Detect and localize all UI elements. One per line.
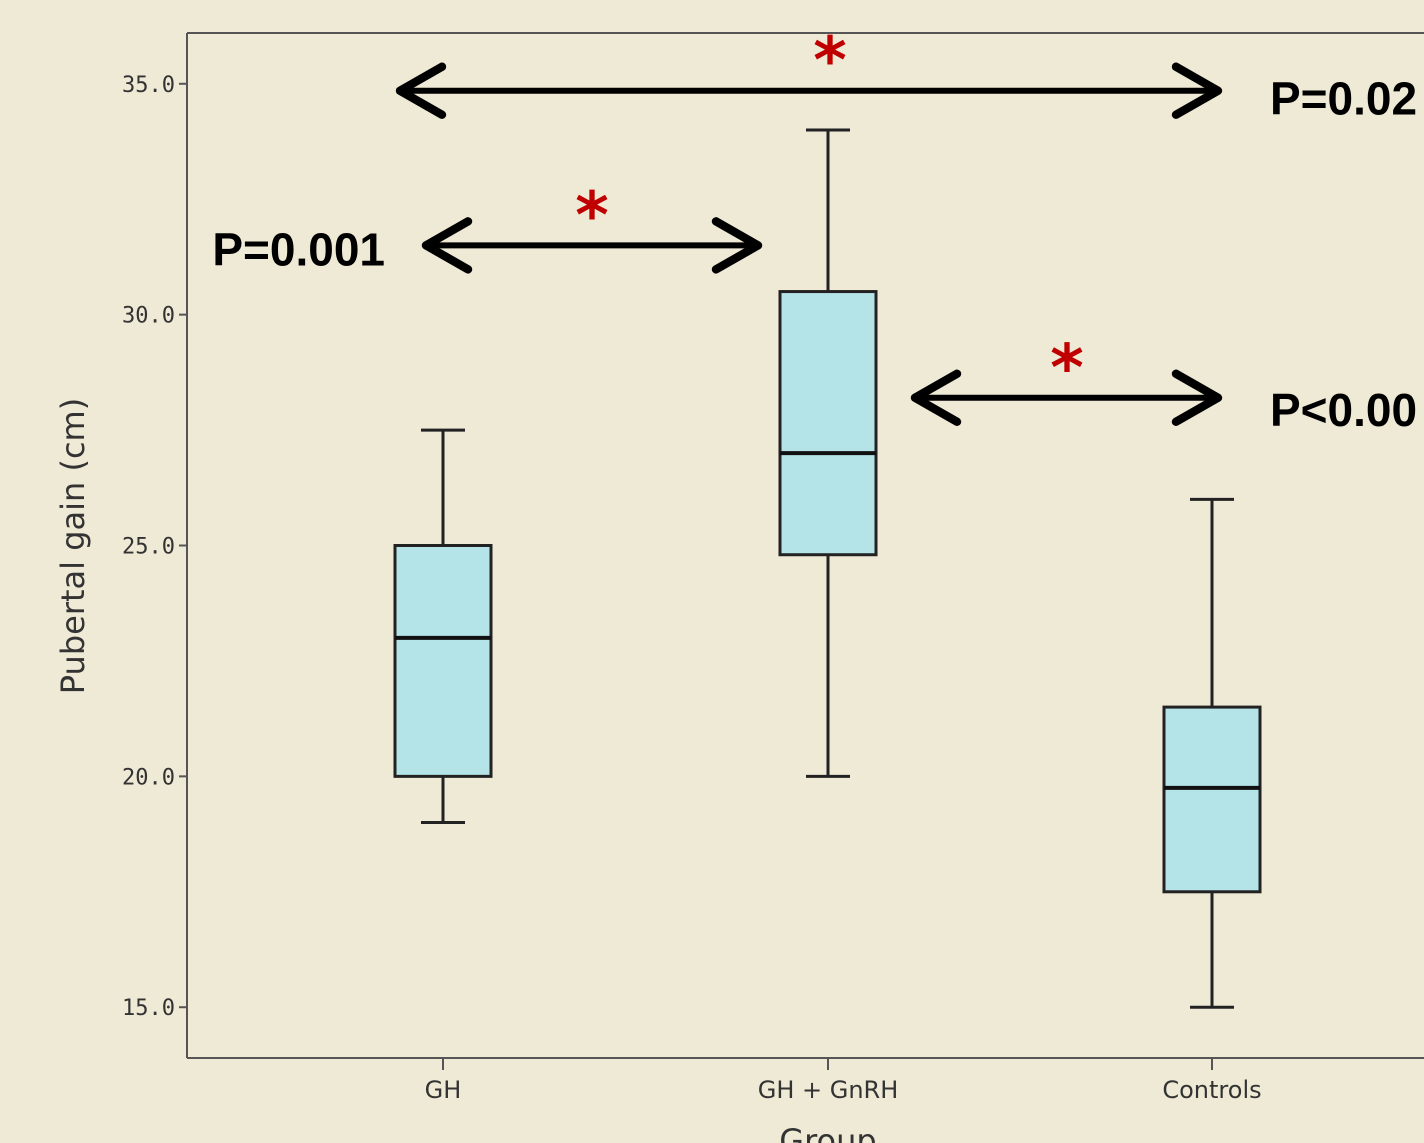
- box-iqr: [393, 544, 493, 778]
- y-tick-label: 20.0: [122, 765, 175, 790]
- y-axis-title: Pubertal gain (cm): [54, 398, 92, 694]
- p-value-label: P=0.001: [212, 223, 385, 275]
- box-iqr: [1162, 705, 1262, 894]
- annotation-1: * P=0.02: [395, 25, 1417, 125]
- significance-star: *: [1050, 332, 1083, 406]
- p-value-label: P<0.00: [1270, 384, 1417, 436]
- box-gh-gnrh: [778, 128, 878, 778]
- y-tick-label: 35.0: [122, 73, 175, 98]
- p-value-label: P=0.02: [1270, 73, 1417, 125]
- annotation-3: * P<0.00: [910, 332, 1417, 436]
- y-tick-label: 25.0: [122, 535, 175, 560]
- significance-annotations: * P=0.02 * P=0.001 * P<0.00: [212, 25, 1417, 436]
- y-tick-label: 30.0: [122, 304, 175, 329]
- y-tick-label: 15.0: [122, 996, 175, 1021]
- significance-star: *: [813, 25, 846, 99]
- box-iqr: [778, 290, 878, 557]
- x-axis-ticks: GH GH + GnRH Controls: [425, 1058, 1262, 1104]
- x-tick-label: GH + GnRH: [758, 1076, 899, 1104]
- box-series: [393, 128, 1262, 1009]
- x-axis-title: Group: [779, 1122, 876, 1143]
- significance-star: *: [575, 179, 608, 253]
- box-controls: [1162, 497, 1262, 1009]
- y-axis-ticks: 15.0 20.0 25.0 30.0 35.0: [122, 73, 187, 1021]
- x-tick-label: Controls: [1162, 1076, 1261, 1104]
- x-tick-label: GH: [425, 1076, 462, 1104]
- box-gh: [393, 428, 493, 825]
- annotation-2: * P=0.001: [212, 179, 763, 275]
